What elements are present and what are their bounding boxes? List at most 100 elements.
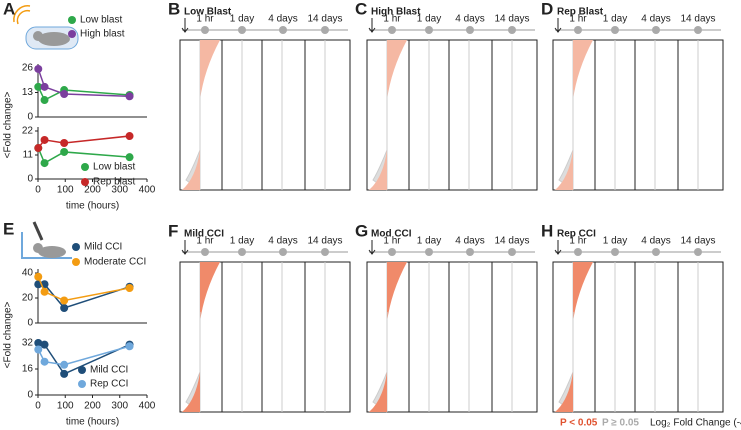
timeline-dot <box>321 26 329 34</box>
timeline-dot <box>388 26 396 34</box>
x-tick-label: 0 <box>35 185 41 196</box>
series-line <box>37 86 130 102</box>
legend-label: High blast <box>80 29 125 40</box>
legend-marker <box>72 258 80 266</box>
timepoint-label: 14 days <box>494 14 529 25</box>
timeline-dot <box>425 26 433 34</box>
legend-label: Mild CCI <box>84 242 122 253</box>
legend-label: Mild CCI <box>90 365 128 376</box>
timepoint-label: 1 day <box>230 14 254 25</box>
x-tick-label: 400 <box>139 185 156 196</box>
heat-tail <box>185 90 201 191</box>
timeline-dot <box>279 248 287 256</box>
point <box>125 342 134 351</box>
x-tick-label: 300 <box>111 401 128 412</box>
heat-wedge <box>182 150 200 190</box>
y-tick-label: 0 <box>27 112 33 123</box>
timepoint-label: 4 days <box>455 236 484 247</box>
y-label: <Fold change> <box>3 91 14 158</box>
cci-icon <box>21 221 72 259</box>
timeline-dot <box>466 26 474 34</box>
timeline-arrow <box>368 18 376 33</box>
series-line <box>37 68 130 98</box>
timepoint-label: 14 days <box>494 236 529 247</box>
point <box>60 147 69 156</box>
panel-title: Rep CCI <box>557 229 596 240</box>
legend-marker <box>78 380 86 388</box>
timepoint-label: 4 days <box>268 236 297 247</box>
heat-wedge <box>573 40 593 100</box>
point <box>40 135 49 144</box>
timepoint-label: 1 hr <box>569 236 587 247</box>
timeline-dot <box>201 26 209 34</box>
timeline-dot <box>508 248 516 256</box>
panel-letter: G <box>355 221 368 240</box>
panel-letter: D <box>541 0 553 18</box>
heat-wedge <box>555 372 573 412</box>
timeline-dot <box>238 26 246 34</box>
blast-icon <box>13 5 79 50</box>
point <box>125 284 134 292</box>
x-tick-label: 200 <box>84 185 101 196</box>
timeline-dot <box>694 26 702 34</box>
panel-letter: C <box>355 0 367 18</box>
timeline-dot <box>279 26 287 34</box>
legend-label: Low blast <box>93 162 135 173</box>
timepoint-label: 1 day <box>417 14 441 25</box>
panel-letter: E <box>3 219 14 238</box>
heat-wedge <box>387 40 407 100</box>
y-tick-label: 16 <box>22 364 34 375</box>
legend-label: Low blast <box>80 15 122 26</box>
timepoint-label: 1 day <box>603 236 627 247</box>
timepoint-label: 14 days <box>680 14 715 25</box>
point <box>60 90 69 99</box>
timeline-arrow <box>368 240 376 255</box>
point <box>34 272 43 281</box>
heat-wedge <box>369 150 387 190</box>
x-tick-label: 200 <box>84 401 101 412</box>
legend-label: Rep blast <box>93 177 135 188</box>
panel-letter: H <box>541 221 553 240</box>
point <box>40 159 49 168</box>
heat-tail <box>185 312 201 413</box>
legend-marker <box>72 243 80 251</box>
series-line <box>37 147 130 165</box>
point <box>34 345 43 354</box>
heat-wedge <box>182 372 200 412</box>
timepoint-label: 14 days <box>307 236 342 247</box>
series-line <box>37 135 130 149</box>
x-tick-label: 400 <box>139 401 156 412</box>
timepoint-label: 1 hr <box>569 14 587 25</box>
point <box>125 132 134 141</box>
heat-tail <box>558 90 574 191</box>
heat-wedge <box>573 262 593 322</box>
heat-wedge <box>369 372 387 412</box>
point <box>40 82 49 91</box>
panel-title: Low Blast <box>184 7 232 18</box>
heat-tail <box>558 312 574 413</box>
y-tick-label: 32 <box>22 338 34 349</box>
panel-title: Mod CCI <box>371 229 412 240</box>
legend-marker <box>68 30 76 38</box>
panel-letter: B <box>168 0 180 18</box>
legend-marker <box>68 16 76 24</box>
point <box>60 369 69 378</box>
x-tick-label: 0 <box>35 401 41 412</box>
legend-marker <box>81 163 89 171</box>
timeline-dot <box>466 248 474 256</box>
x-tick-label: 100 <box>57 185 74 196</box>
timeline-arrow <box>181 18 189 33</box>
timeline-arrow <box>181 240 189 255</box>
point <box>40 340 49 349</box>
y-tick-label: 22 <box>22 126 34 137</box>
legend-marker <box>81 178 89 186</box>
heat-tail <box>372 312 388 413</box>
timeline-dot <box>201 248 209 256</box>
timeline-dot <box>425 248 433 256</box>
timepoint-label: 4 days <box>641 236 670 247</box>
legend-label: Rep CCI <box>90 379 128 390</box>
y-tick-label: 0 <box>27 318 33 329</box>
timepoint-label: 4 days <box>641 14 670 25</box>
timeline-dot <box>611 26 619 34</box>
point <box>60 360 69 369</box>
